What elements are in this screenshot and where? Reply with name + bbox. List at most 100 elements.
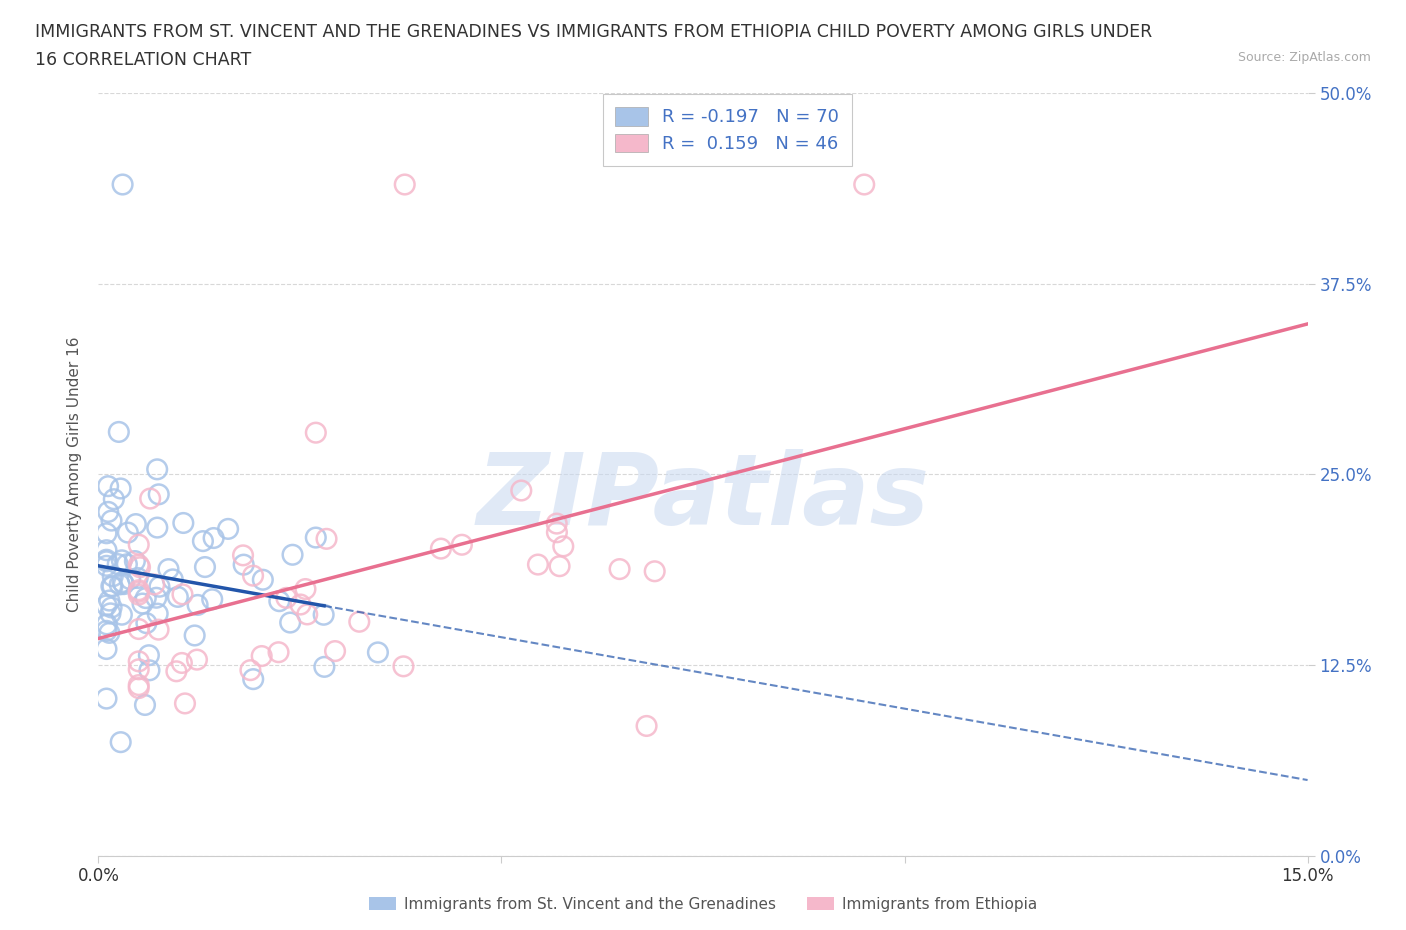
Point [138,648,160,663]
Point [305,530,328,545]
Point [146,520,169,535]
Point [96,558,118,573]
Point [394,177,416,192]
Point [128,587,150,602]
Point [250,648,273,663]
Point [242,568,264,583]
Point [96,642,118,657]
Point [107,557,129,572]
Point [111,553,134,568]
Point [96,691,118,706]
Point [644,564,666,578]
Point [108,577,131,591]
Point [315,531,337,546]
Y-axis label: Child Poverty Among Girls Under 16: Child Poverty Among Girls Under 16 [67,337,83,612]
Point [128,584,150,599]
Point [111,177,134,192]
Point [96,525,118,540]
Text: ZIPatlas: ZIPatlas [477,448,929,546]
Point [187,597,209,612]
Point [853,177,876,192]
Point [125,517,148,532]
Text: IMMIGRANTS FROM ST. VINCENT AND THE GRENADINES VS IMMIGRANTS FROM ETHIOPIA CHILD: IMMIGRANTS FROM ST. VINCENT AND THE GREN… [35,23,1153,41]
Point [100,606,122,621]
Point [186,652,208,667]
Point [546,525,568,539]
Point [217,522,239,537]
Point [294,581,316,596]
Point [129,560,152,575]
Point [201,591,224,606]
Point [96,623,118,638]
Point [100,578,122,593]
Point [314,659,336,674]
Point [139,491,162,506]
Point [145,591,167,605]
Point [202,531,225,546]
Point [281,548,304,563]
Point [162,572,184,587]
Point [128,557,150,572]
Point [367,645,389,660]
Point [267,644,290,659]
Point [636,719,658,734]
Point [166,590,188,604]
Point [128,538,150,552]
Point [101,579,124,594]
Point [128,678,150,693]
Point [312,607,335,622]
Point [100,513,122,528]
Point [128,662,150,677]
Point [96,617,118,631]
Point [148,487,170,502]
Point [96,543,118,558]
Point [96,598,118,613]
Point [165,664,187,679]
Point [143,577,166,591]
Point [527,557,550,572]
Point [252,572,274,587]
Point [128,583,150,598]
Point [148,579,170,594]
Legend: Immigrants from St. Vincent and the Grenadines, Immigrants from Ethiopia: Immigrants from St. Vincent and the Gren… [363,890,1043,918]
Point [98,626,121,641]
Point [135,616,157,631]
Point [148,622,170,637]
Text: 16 CORRELATION CHART: 16 CORRELATION CHART [35,51,252,69]
Point [128,681,150,696]
Point [276,591,298,605]
Point [131,596,153,611]
Point [174,696,197,711]
Point [553,538,575,553]
Point [112,577,135,591]
Point [110,735,132,750]
Point [510,483,533,498]
Point [128,621,150,636]
Point [111,607,134,622]
Point [278,615,301,630]
Point [115,557,138,572]
Point [323,644,346,658]
Point [127,570,149,585]
Point [546,516,568,531]
Point [305,425,328,440]
Point [609,562,631,577]
Point [232,557,254,572]
Point [191,534,214,549]
Point [170,656,193,671]
Point [290,597,312,612]
Point [117,525,139,540]
Point [172,587,194,602]
Point [120,572,142,587]
Text: Source: ZipAtlas.com: Source: ZipAtlas.com [1237,51,1371,64]
Point [128,654,150,669]
Point [124,553,146,568]
Point [451,538,474,552]
Point [242,671,264,686]
Point [97,504,120,519]
Point [157,562,180,577]
Point [146,462,169,477]
Point [548,559,571,574]
Point [232,548,254,563]
Point [100,600,122,615]
